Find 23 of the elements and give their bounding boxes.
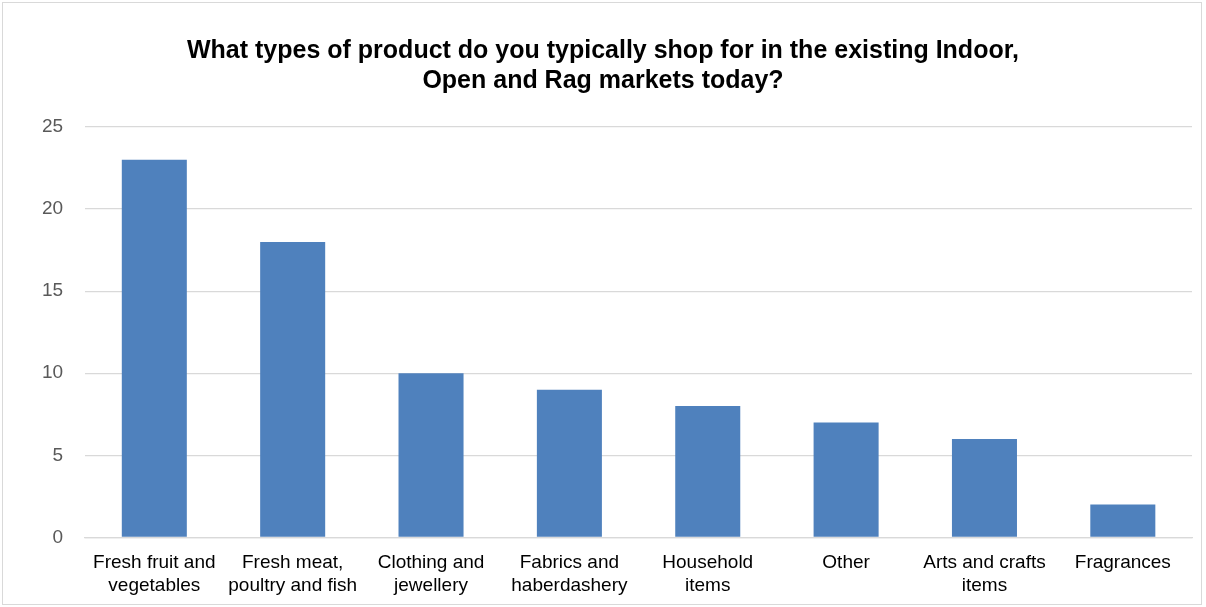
y-tick-label: 25 — [41, 115, 64, 137]
bar — [260, 241, 326, 537]
x-tick-label: Clothing and jewellery — [377, 551, 485, 595]
bar — [675, 406, 741, 537]
y-tick-label: 20 — [41, 197, 64, 219]
x-tick-label: Fabrics and haberdashery — [511, 551, 628, 595]
bar — [951, 438, 1017, 537]
x-tick-label: Fragrances — [1074, 551, 1171, 573]
y-tick-label: 5 — [52, 443, 64, 465]
x-tick-label: Fresh meat, poultry and fish — [228, 551, 358, 595]
bar — [1090, 504, 1156, 537]
x-tick-label: Other — [822, 551, 871, 573]
x-tick-label: Fresh fruit and vegetables — [93, 551, 216, 595]
bar — [536, 389, 602, 537]
bar — [121, 159, 187, 537]
x-tick-label: Arts and crafts items — [923, 551, 1046, 595]
y-tick-label: 10 — [41, 361, 64, 383]
bar — [813, 422, 879, 537]
y-tick-label: 0 — [52, 525, 64, 547]
chart-title: What types of product do you typically shop for in the existing Indoor, Open and Rag markets today? — [186, 34, 1020, 94]
bar — [398, 373, 464, 537]
x-tick-label: Household items — [662, 551, 754, 595]
y-tick-label: 15 — [41, 279, 64, 301]
